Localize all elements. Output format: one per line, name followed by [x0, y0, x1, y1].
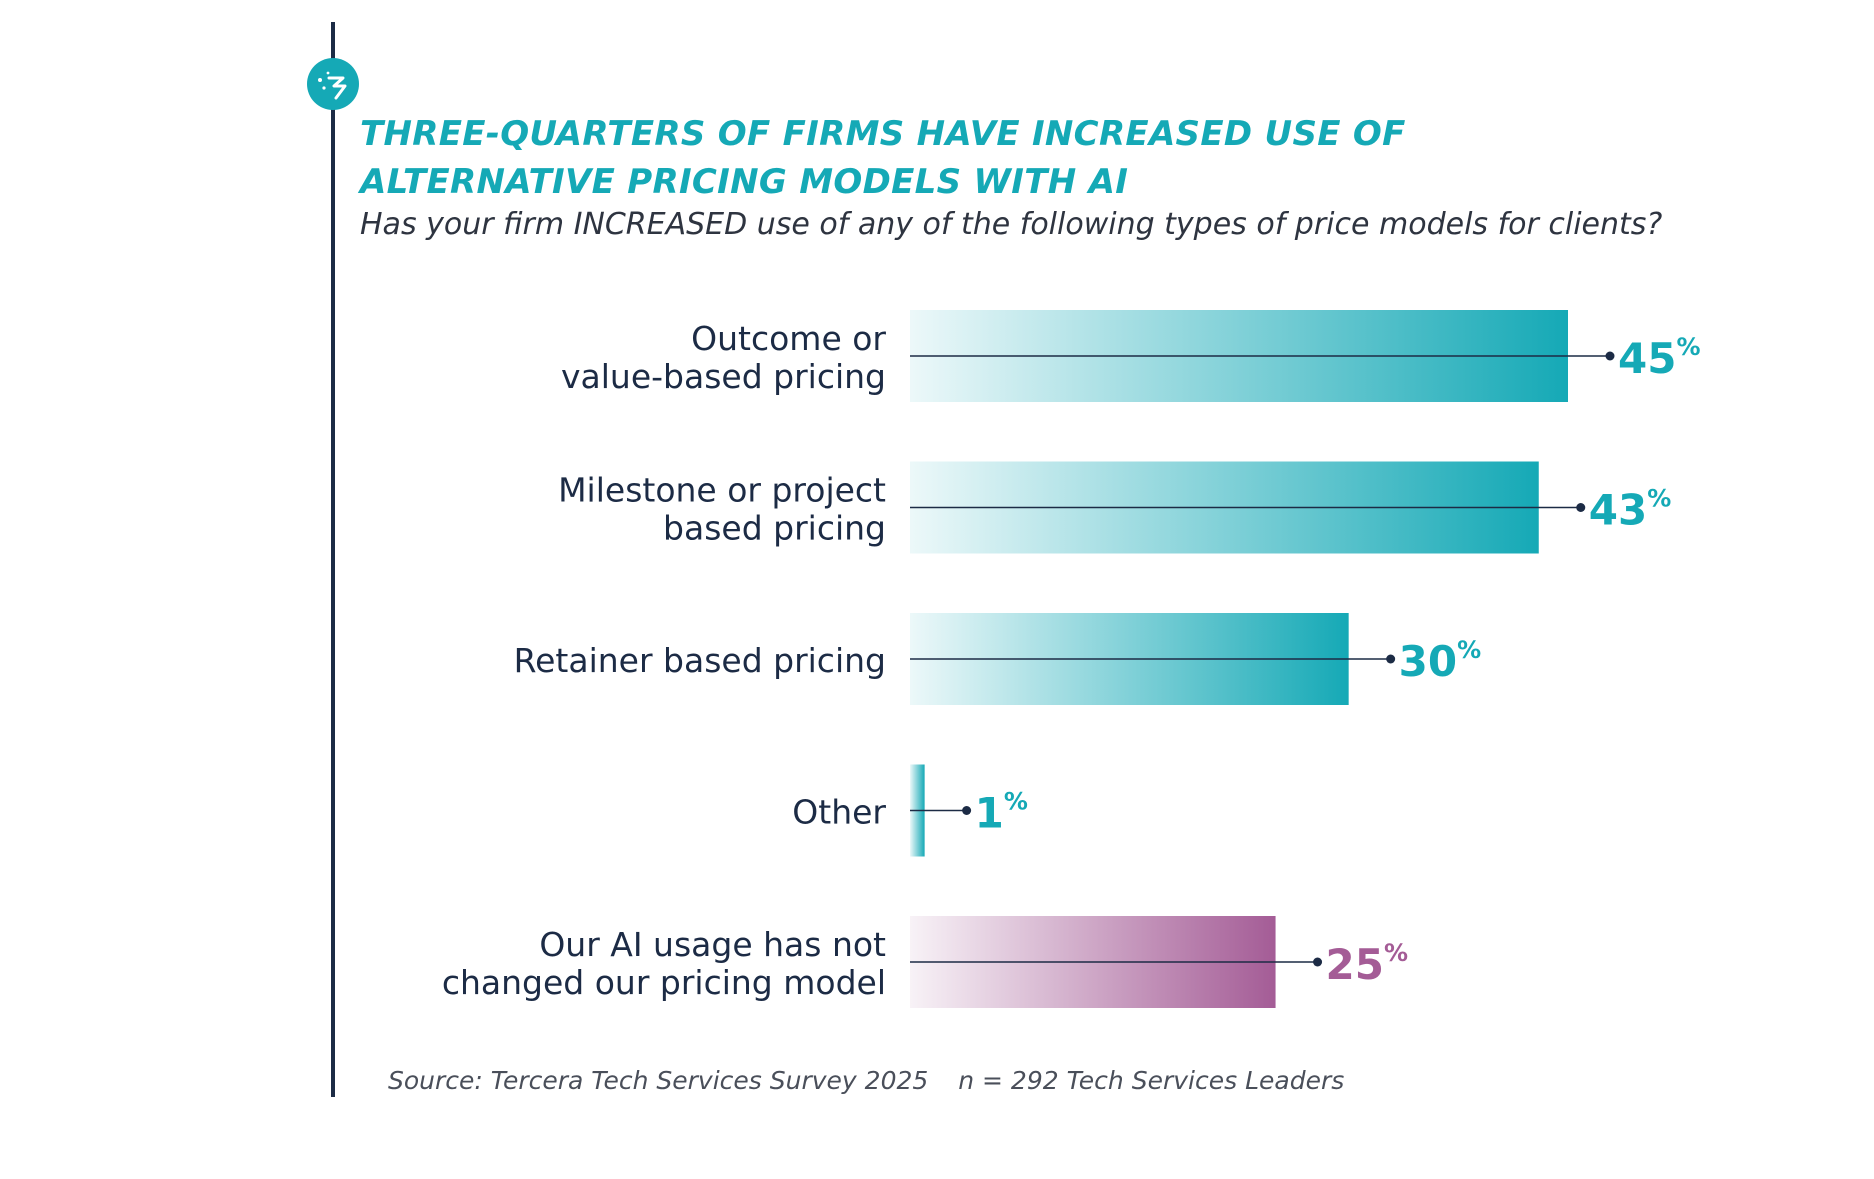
category-label: Other — [792, 793, 886, 832]
title-line-2: ALTERNATIVE PRICING MODELS WITH AI — [360, 162, 1129, 202]
leader-dot — [1386, 654, 1396, 664]
data-label-unit: % — [1384, 939, 1408, 967]
tercera-logo-icon — [307, 58, 359, 110]
data-label: 1% — [975, 788, 1028, 838]
category-label: Outcome or — [691, 319, 886, 358]
leader-dot — [962, 806, 972, 815]
category-label: changed our pricing model — [442, 963, 886, 1002]
title-line-1: THREE-QUARTERS OF FIRMS HAVE INCREASED U… — [360, 114, 1406, 154]
data-label: 43% — [1589, 485, 1672, 535]
data-label-unit: % — [1457, 636, 1481, 664]
category-label: Milestone or project — [558, 471, 886, 510]
data-label: 30% — [1399, 636, 1482, 686]
leader-dot — [1313, 957, 1323, 967]
category-label: Our AI usage has not — [539, 925, 886, 964]
chart-subtitle: Has your firm INCREASED use of any of th… — [360, 207, 1663, 242]
leader-dot — [1605, 351, 1615, 361]
chart-title: THREE-QUARTERS OF FIRMS HAVE INCREASED U… — [360, 110, 1660, 206]
source-text: Source: Tercera Tech Services Survey 202… — [388, 1066, 929, 1095]
category-label: based pricing — [663, 509, 886, 548]
category-label: Retainer based pricing — [514, 641, 886, 680]
data-label-unit: % — [1676, 333, 1700, 361]
vertical-rule — [331, 22, 335, 1097]
data-label-unit: % — [1004, 788, 1028, 816]
sample-size-text: n = 292 Tech Services Leaders — [958, 1066, 1345, 1095]
data-label-unit: % — [1647, 485, 1671, 513]
data-label: 45% — [1618, 333, 1701, 383]
data-label: 25% — [1326, 939, 1409, 989]
source-note: Source: Tercera Tech Services Survey 202… — [388, 1066, 1344, 1095]
leader-dot — [1576, 503, 1586, 512]
category-label: value-based pricing — [561, 357, 886, 396]
